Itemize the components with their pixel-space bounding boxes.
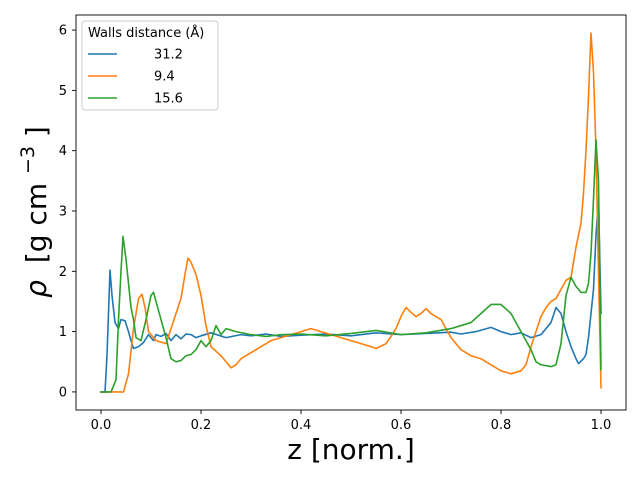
y-axis-label-symbol: ρ xyxy=(20,280,53,298)
y-tick-label: 1 xyxy=(59,325,67,340)
y-tick-label: 3 xyxy=(59,204,67,219)
x-tick-label: 0.0 xyxy=(91,418,112,433)
x-tick-label: 0.2 xyxy=(191,418,212,433)
plot-frame xyxy=(75,14,627,411)
y-axis-label: ρ [g cm −3 ] xyxy=(8,126,53,298)
x-tick-label: 0.6 xyxy=(391,418,412,433)
y-axis-label-exponent: −3 xyxy=(17,146,39,174)
legend: Walls distance (Å) 31.2 9.4 15.6 xyxy=(81,20,219,111)
y-axis-label-close: ] xyxy=(20,126,53,137)
y-axis-ticks: 0 1 2 3 4 5 6 xyxy=(59,24,76,400)
x-tick-label: 1.0 xyxy=(591,418,612,433)
legend-title: Walls distance (Å) xyxy=(88,25,204,41)
legend-box xyxy=(81,20,219,111)
legend-entries: 31.2 9.4 15.6 xyxy=(88,48,183,107)
x-axis-ticks: 0.0 0.2 0.4 0.6 0.8 1.0 xyxy=(91,410,612,433)
x-tick-label: 0.8 xyxy=(491,418,512,433)
x-axis-label: z [norm.] xyxy=(287,433,415,466)
series-layer xyxy=(100,32,602,393)
legend-label-2: 15.6 xyxy=(154,92,183,107)
series-line-1 xyxy=(100,32,602,393)
y-tick-label: 6 xyxy=(59,24,67,39)
x-tick-label: 0.4 xyxy=(291,418,312,433)
series-line-2 xyxy=(100,139,602,393)
y-tick-label: 4 xyxy=(59,144,67,159)
legend-label-1: 9.4 xyxy=(154,70,175,85)
y-tick-label: 5 xyxy=(59,84,67,99)
y-tick-label: 0 xyxy=(59,385,67,400)
y-tick-label: 2 xyxy=(59,265,67,280)
y-axis-label-units: [g cm xyxy=(20,183,53,263)
legend-label-0: 31.2 xyxy=(154,48,183,63)
